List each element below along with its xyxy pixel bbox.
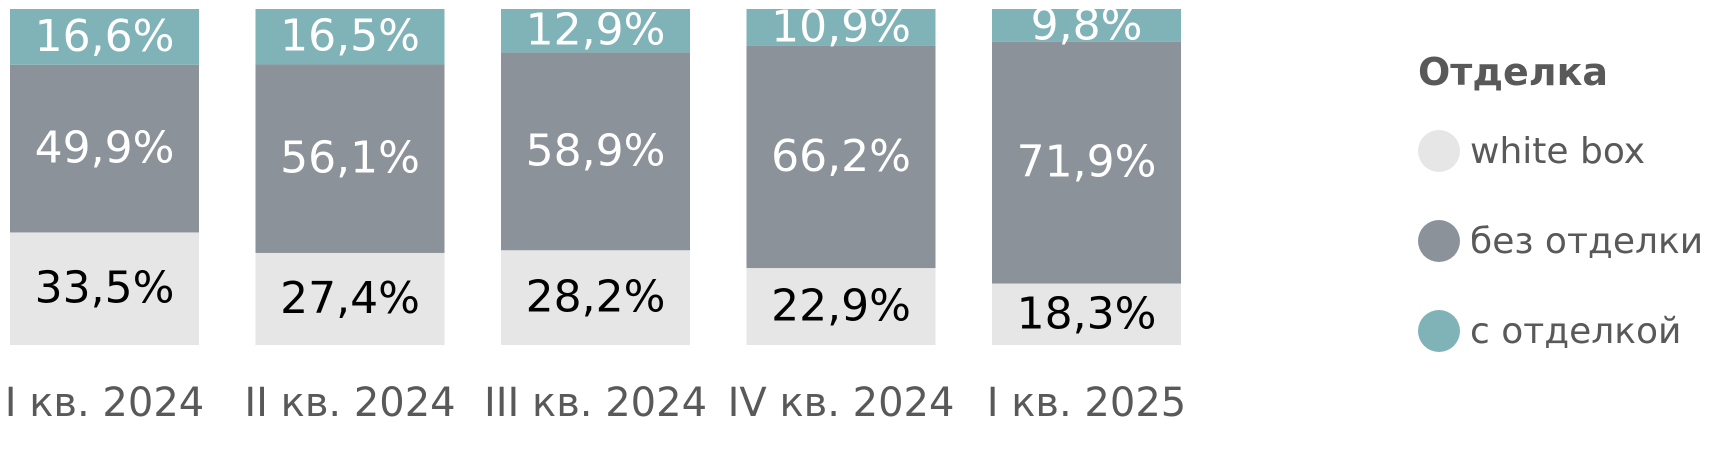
data-label-bez-otdelki-2: 56,1%: [280, 133, 420, 184]
legend-item-white-box: white box: [1418, 100, 1728, 202]
data-label-white-box-4: 22,9%: [771, 281, 911, 332]
legend-item-s-otdelkoi: с отделкой: [1418, 280, 1728, 382]
legend-swatch-white-box: [1418, 130, 1460, 172]
x-tick-label-2: II кв. 2024: [244, 380, 455, 426]
x-tick-label-1: I кв. 2024: [5, 380, 204, 426]
data-label-s-otdelkoi-2: 16,5%: [280, 11, 420, 62]
data-label-white-box-2: 27,4%: [280, 273, 420, 324]
legend-label-bez-otdelki: без отделки: [1470, 220, 1704, 262]
bar-segment-white-box-5: [992, 283, 1181, 345]
x-tick-label-5: I кв. 2025: [987, 380, 1186, 426]
data-label-s-otdelkoi-1: 16,6%: [35, 11, 175, 62]
bar-segment-s-otdelkoi-3: [501, 9, 690, 53]
bar-segment-white-box-3: [501, 250, 690, 345]
data-label-bez-otdelki-3: 58,9%: [526, 125, 666, 176]
data-label-s-otdelkoi-4: 10,9%: [771, 1, 911, 52]
data-label-white-box-5: 18,3%: [1017, 288, 1157, 339]
data-label-bez-otdelki-5: 71,9%: [1017, 137, 1157, 188]
legend-swatch-bez-otdelki: [1418, 220, 1460, 262]
bar-segment-bez-otdelki-3: [501, 52, 690, 251]
data-label-white-box-3: 28,2%: [526, 272, 666, 323]
data-label-white-box-1: 33,5%: [35, 263, 175, 314]
legend-label-s-otdelkoi: с отделкой: [1470, 310, 1682, 352]
bar-segment-s-otdelkoi-2: [255, 9, 445, 65]
legend-label-white-box: white box: [1470, 130, 1646, 172]
bar-segment-white-box-4: [746, 268, 936, 345]
data-label-bez-otdelki-4: 66,2%: [771, 131, 911, 182]
legend-title: Отделка: [1418, 50, 1609, 94]
bar-segment-bez-otdelki-5: [992, 41, 1181, 284]
x-tick-label-4: IV кв. 2024: [728, 380, 955, 426]
bar-segment-bez-otdelki-4: [746, 45, 936, 269]
bar-segment-s-otdelkoi-1: [10, 9, 199, 65]
data-label-s-otdelkoi-3: 12,9%: [526, 5, 666, 56]
bar-segment-s-otdelkoi-5: [992, 9, 1181, 42]
legend: Отделка white box без отделки с отделкой: [1418, 44, 1728, 382]
legend-item-bez-otdelki: без отделки: [1418, 190, 1728, 292]
x-tick-label-3: III кв. 2024: [484, 380, 707, 426]
bar-segment-white-box-2: [255, 252, 445, 345]
bar-segment-bez-otdelki-2: [255, 64, 445, 253]
data-label-bez-otdelki-1: 49,9%: [35, 123, 175, 174]
data-label-s-otdelkoi-5: 9,8%: [1031, 0, 1143, 50]
legend-swatch-s-otdelkoi: [1418, 310, 1460, 352]
bar-segment-bez-otdelki-1: [10, 64, 199, 233]
bar-segment-white-box-1: [10, 232, 199, 345]
bar-segment-s-otdelkoi-4: [746, 9, 936, 46]
